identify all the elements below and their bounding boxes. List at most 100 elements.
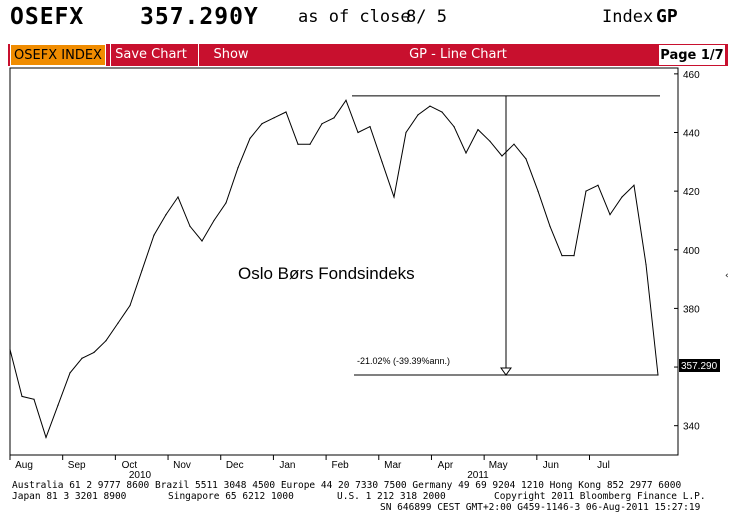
- footer-contacts-us: U.S. 1 212 318 2000: [337, 491, 446, 502]
- data-point: [213, 219, 215, 222]
- data-point: [573, 255, 575, 257]
- y-tick-label: 460: [683, 70, 700, 81]
- footer-contacts-japan: Japan 81 3 3201 8900: [12, 491, 127, 502]
- drawdown-label: -21.02% (-39.39%ann.): [357, 356, 450, 366]
- security-button[interactable]: OSEFX INDEX: [10, 44, 106, 66]
- data-point: [177, 196, 179, 198]
- data-point: [597, 184, 599, 186]
- show-button[interactable]: Show: [198, 44, 263, 66]
- data-point: [453, 126, 455, 128]
- plot-area: [9, 67, 679, 456]
- year-label-2011: 2011: [467, 470, 489, 481]
- data-point: [45, 436, 47, 439]
- data-point: [525, 158, 527, 160]
- data-point: [357, 131, 359, 134]
- data-point: [105, 340, 107, 342]
- data-point: [141, 269, 143, 271]
- data-point: [33, 398, 35, 400]
- x-tick-label: Jan: [279, 460, 295, 471]
- data-point: [549, 225, 551, 227]
- data-point: [117, 322, 119, 324]
- data-point: [69, 372, 71, 374]
- chart-toolbar: OSEFX INDEX Save Chart Show GP - Line Ch…: [8, 44, 728, 66]
- data-point: [609, 213, 611, 216]
- data-point: [189, 225, 191, 227]
- data-point: [621, 196, 623, 198]
- data-point: [249, 137, 251, 139]
- data-point: [429, 105, 431, 107]
- x-tick-label: Nov: [173, 460, 191, 471]
- index-value: GP: [656, 6, 678, 27]
- y-tick-label: 380: [683, 304, 700, 315]
- data-point: [273, 117, 275, 119]
- data-point: [81, 357, 83, 359]
- index-label: Index: [602, 7, 654, 27]
- y-tick-label: 400: [683, 246, 700, 257]
- data-point: [345, 99, 347, 101]
- data-point: [165, 213, 167, 216]
- drawdown-overlay: [352, 95, 660, 376]
- data-point: [393, 196, 395, 198]
- data-point: [309, 143, 311, 145]
- x-tick-label: Feb: [331, 460, 349, 471]
- data-point: [513, 143, 515, 145]
- y-tick-label: 340: [683, 422, 700, 433]
- data-point: [537, 190, 539, 192]
- close-date: 8/ 5: [406, 7, 447, 27]
- last-price: 357.290Y: [140, 4, 259, 30]
- x-tick-label: Aug: [15, 460, 33, 471]
- footer-contacts-singapore: Singapore 65 6212 1000: [168, 491, 294, 502]
- footer-session-info: SN 646899 CEST GMT+2:00 G459-1146-3 06-A…: [380, 502, 701, 513]
- data-point: [501, 155, 503, 157]
- footer: Australia 61 2 9777 8600 Brazil 5511 304…: [0, 480, 736, 527]
- footer-copyright: Copyright 2011 Bloomberg Finance L.P.: [494, 491, 706, 502]
- drawdown-arrow-head-icon: [500, 367, 512, 376]
- y-tick-label: 440: [683, 129, 700, 140]
- data-point: [477, 128, 479, 131]
- as-of-label: as of close: [298, 7, 411, 27]
- data-point: [465, 152, 467, 154]
- page-indicator[interactable]: Page 1/7: [658, 44, 726, 66]
- data-point: [417, 114, 419, 116]
- ticker-symbol: OSEFX: [10, 4, 85, 30]
- x-tick-label: Jul: [597, 460, 610, 471]
- data-point: [225, 202, 227, 204]
- last-value-flag: [679, 359, 720, 372]
- data-point: [381, 161, 383, 163]
- x-tick-label: Mar: [384, 460, 402, 471]
- data-point: [405, 131, 407, 134]
- last-value-label: 357.290: [681, 361, 718, 372]
- data-point: [9, 348, 11, 351]
- data-point: [321, 123, 323, 125]
- data-point: [561, 255, 563, 257]
- year-label-2010: 2010: [129, 470, 152, 481]
- data-point: [489, 140, 491, 142]
- x-tick-label: Sep: [68, 460, 86, 471]
- data-point: [261, 123, 263, 125]
- x-tick-label: Oct: [122, 460, 138, 471]
- data-point: [57, 404, 59, 406]
- data-point: [645, 263, 647, 266]
- data-point: [21, 395, 23, 397]
- chart-title: GP - Line Chart: [409, 47, 507, 62]
- data-point: [369, 126, 371, 128]
- data-point: [585, 190, 587, 192]
- y-tick-label: 420: [683, 187, 700, 198]
- save-chart-button[interactable]: Save Chart: [110, 44, 191, 66]
- x-tick-label: May: [489, 460, 508, 471]
- x-axis: Aug Sep Oct Nov Dec Jan Feb Mar Apr May Jun Jul: [9, 455, 610, 471]
- data-point: [333, 117, 335, 119]
- resize-handle-icon[interactable]: ‹: [725, 271, 729, 281]
- x-tick-label: Apr: [438, 460, 454, 471]
- data-point: [153, 234, 155, 236]
- data-point: [201, 240, 203, 242]
- footer-contacts-row1: Australia 61 2 9777 8600 Brazil 5511 304…: [12, 480, 682, 491]
- x-tick-label: Dec: [226, 460, 244, 471]
- x-tick-label: Jun: [543, 460, 559, 471]
- series-osefx: [9, 99, 659, 439]
- data-point: [129, 304, 131, 307]
- data-point: [285, 111, 287, 113]
- chart-annotation: Oslo Børs Fondsindeks: [238, 264, 415, 283]
- data-point: [441, 111, 443, 113]
